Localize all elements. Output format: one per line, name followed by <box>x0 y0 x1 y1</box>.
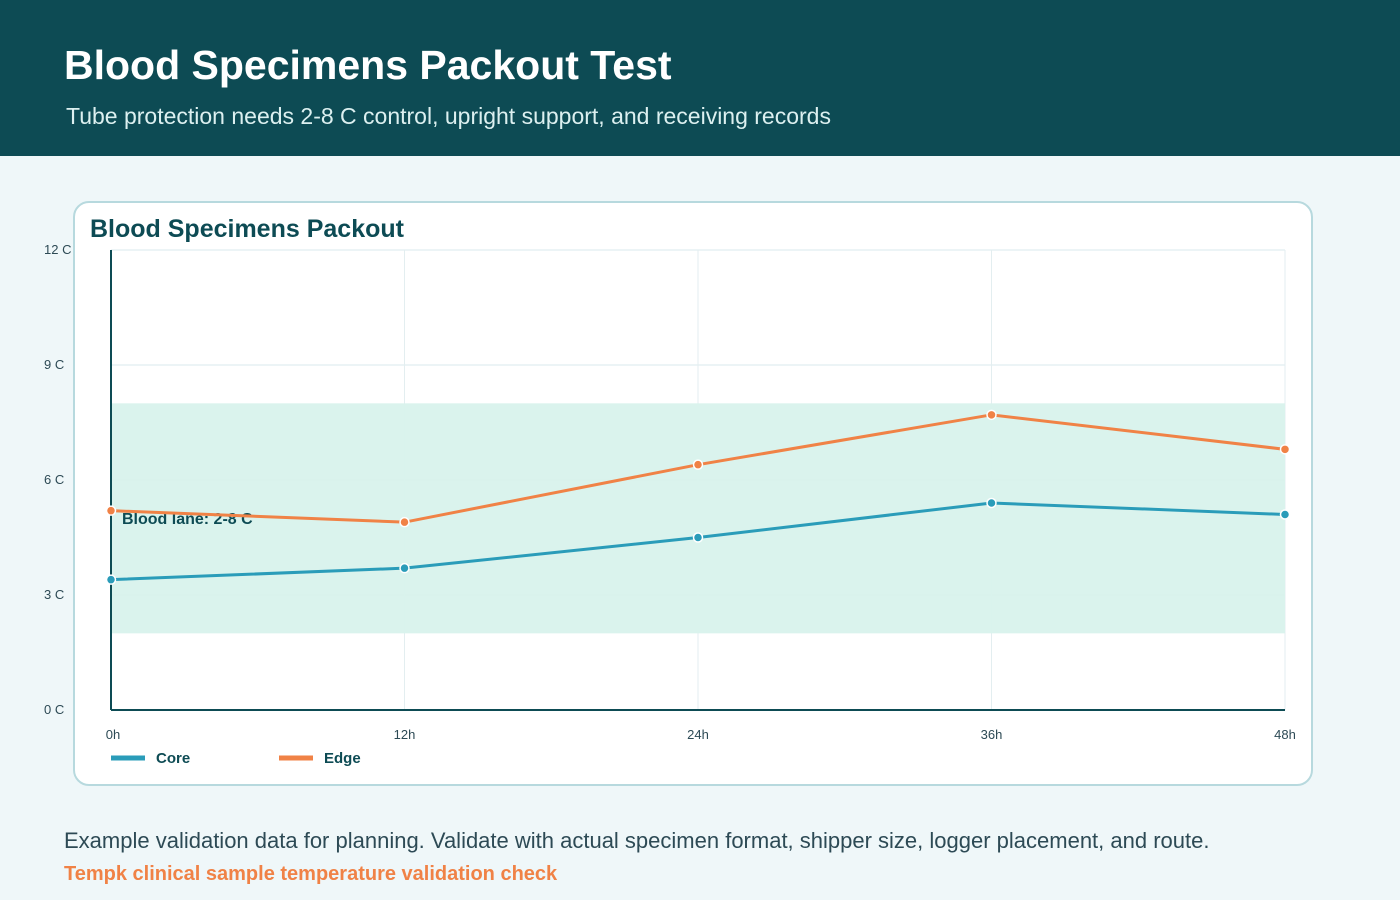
y-tick-label: 3 C <box>44 587 64 602</box>
page-header: Blood Specimens Packout Test Tube protec… <box>0 0 1400 156</box>
data-point-core <box>986 497 997 509</box>
footer-brand: Tempk clinical sample temperature valida… <box>64 863 558 885</box>
legend-label-core: Core <box>156 750 190 767</box>
footer-note: Example validation data for planning. Va… <box>64 828 1210 853</box>
y-tick-label: 12 C <box>44 242 71 257</box>
data-point-edge <box>105 505 117 516</box>
data-point-edge <box>1279 444 1291 455</box>
x-tick-label: 0h <box>106 727 120 742</box>
data-point-edge <box>692 459 704 470</box>
y-tick-label: 6 C <box>44 472 64 487</box>
chart-title: Blood Specimens Packout <box>90 215 404 243</box>
data-point-core <box>1279 509 1291 520</box>
legend-label-edge: Edge <box>324 750 361 767</box>
data-point-core <box>105 574 117 585</box>
data-point-edge <box>399 516 410 528</box>
data-point-core <box>399 562 410 574</box>
data-point-edge <box>986 409 997 421</box>
x-tick-label: 12h <box>394 727 416 742</box>
x-tick-label: 36h <box>981 727 1003 742</box>
page-subtitle: Tube protection needs 2-8 C control, upr… <box>66 103 831 129</box>
x-tick-label: 24h <box>687 727 709 742</box>
x-tick-label: 48h <box>1274 727 1296 742</box>
data-point-core <box>692 532 704 543</box>
y-tick-label: 9 C <box>44 357 64 372</box>
page-title: Blood Specimens Packout Test <box>64 42 672 88</box>
y-tick-label: 0 C <box>44 702 64 717</box>
